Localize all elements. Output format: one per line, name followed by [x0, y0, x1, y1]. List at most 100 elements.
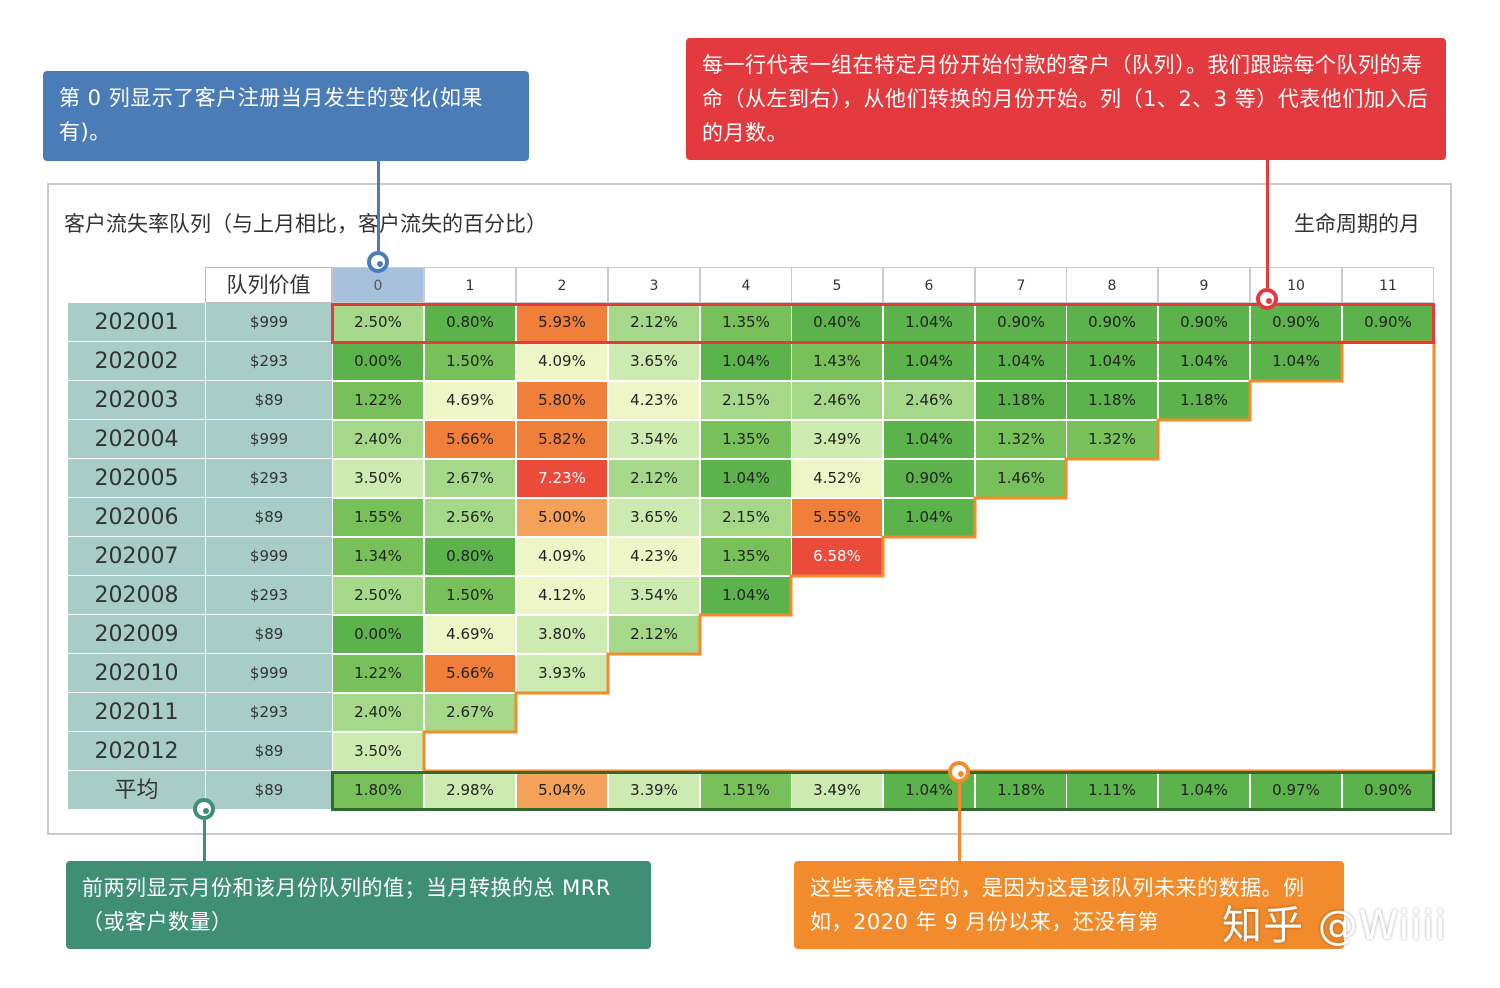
row-month-label: 202002	[68, 342, 205, 381]
heatmap-cell: 3.49%	[791, 420, 883, 459]
heatmap-cell: 0.90%	[975, 303, 1067, 342]
row-cohort-value: $89	[205, 498, 332, 537]
heatmap-cell: 4.52%	[791, 459, 883, 498]
row-cohort-value: $293	[205, 342, 332, 381]
heatmap-cell: 1.35%	[700, 420, 792, 459]
heatmap-cell: 5.00%	[516, 498, 608, 537]
heatmap-cell: 1.22%	[332, 381, 424, 420]
red-marker-icon	[1256, 288, 1278, 310]
heatmap-cell: 2.40%	[332, 693, 424, 732]
heatmap-cell: 2.67%	[424, 693, 516, 732]
column-header-3: 3	[608, 267, 700, 303]
heatmap-cell: 3.39%	[608, 771, 700, 810]
heatmap-cell: 1.80%	[332, 771, 424, 810]
heatmap-cell: 2.50%	[332, 576, 424, 615]
heatmap-cell: 3.65%	[608, 498, 700, 537]
row-month-label: 202003	[68, 381, 205, 420]
row-cohort-value: $293	[205, 693, 332, 732]
heatmap-cell: 2.46%	[791, 381, 883, 420]
heatmap-cell: 1.43%	[791, 342, 883, 381]
heatmap-cell: 1.04%	[1250, 342, 1342, 381]
heatmap-cell: 0.90%	[1066, 303, 1158, 342]
heatmap-cell: 1.18%	[975, 771, 1067, 810]
row-month-label: 202001	[68, 303, 205, 342]
heatmap-cell: 1.04%	[975, 342, 1067, 381]
watermark: 知乎 @Wiiii	[1222, 903, 1447, 949]
heatmap-cell: 5.80%	[516, 381, 608, 420]
blue-connector	[377, 161, 380, 251]
heatmap-cell: 1.32%	[1066, 420, 1158, 459]
x-axis-label: 生命周期的月	[1294, 212, 1420, 236]
callout-row-meaning: 每一行代表一组在特定月份开始付款的客户（队列）。我们跟踪每个队列的寿命（从左到右…	[686, 38, 1446, 160]
heatmap-cell: 1.46%	[975, 459, 1067, 498]
callout-column-zero: 第 0 列显示了客户注册当月发生的变化(如果有)。	[43, 71, 529, 161]
heatmap-cell: 3.54%	[608, 576, 700, 615]
row-cohort-value: $999	[205, 303, 332, 342]
heatmap-cell: 1.35%	[700, 537, 792, 576]
heatmap-cell: 1.55%	[332, 498, 424, 537]
row-month-label: 202010	[68, 654, 205, 693]
heatmap-cell: 1.04%	[883, 420, 975, 459]
heatmap-cell: 1.11%	[1066, 771, 1158, 810]
heatmap-cell: 0.80%	[424, 537, 516, 576]
column-header-4: 4	[700, 267, 792, 303]
column-header-2: 2	[516, 267, 608, 303]
heatmap-cell: 5.93%	[516, 303, 608, 342]
heatmap-cell: 1.51%	[700, 771, 792, 810]
heatmap-cell: 1.50%	[424, 576, 516, 615]
heatmap-cell: 2.15%	[700, 498, 792, 537]
heatmap-cell: 2.56%	[424, 498, 516, 537]
heatmap-cell: 4.09%	[516, 342, 608, 381]
heatmap-cell: 3.80%	[516, 615, 608, 654]
heatmap-cell: 4.12%	[516, 576, 608, 615]
heatmap-cell: 1.04%	[1158, 771, 1250, 810]
row-cohort-value: $293	[205, 459, 332, 498]
heatmap-cell: 2.98%	[424, 771, 516, 810]
heatmap-cell: 0.80%	[424, 303, 516, 342]
heatmap-cell: 3.50%	[332, 732, 424, 771]
heatmap-cell: 0.90%	[1342, 303, 1434, 342]
heatmap-cell: 0.97%	[1250, 771, 1342, 810]
heatmap-cell: 0.90%	[1158, 303, 1250, 342]
heatmap-cell: 0.90%	[1342, 771, 1434, 810]
heatmap-cell: 0.90%	[883, 459, 975, 498]
heatmap-cell: 1.50%	[424, 342, 516, 381]
heatmap-cell: 2.40%	[332, 420, 424, 459]
heatmap-cell: 3.49%	[791, 771, 883, 810]
heatmap-cell: 1.04%	[700, 342, 792, 381]
callout-first-two-columns: 前两列显示月份和该月份队列的值；当月转换的总 MRR（或客户数量）	[66, 861, 651, 949]
column-header-6: 6	[883, 267, 975, 303]
heatmap-cell: 1.18%	[1066, 381, 1158, 420]
row-cohort-value: $89	[205, 615, 332, 654]
heatmap-cell: 2.50%	[332, 303, 424, 342]
heatmap-cell: 1.34%	[332, 537, 424, 576]
heatmap-cell: 4.23%	[608, 537, 700, 576]
heatmap-cell: 5.66%	[424, 654, 516, 693]
heatmap-cell: 5.04%	[516, 771, 608, 810]
row-month-label: 202008	[68, 576, 205, 615]
column-header-9: 9	[1158, 267, 1250, 303]
heatmap-cell: 5.55%	[791, 498, 883, 537]
row-cohort-value: $293	[205, 576, 332, 615]
heatmap-cell: 4.69%	[424, 381, 516, 420]
column-header-8: 8	[1066, 267, 1158, 303]
heatmap-cell: 1.04%	[883, 498, 975, 537]
row-cohort-value: $999	[205, 537, 332, 576]
heatmap-cell: 1.22%	[332, 654, 424, 693]
heatmap-cell: 1.04%	[1158, 342, 1250, 381]
heatmap-cell: 3.50%	[332, 459, 424, 498]
heatmap-cell: 3.93%	[516, 654, 608, 693]
heatmap-cell: 2.12%	[608, 615, 700, 654]
row-month-label: 平均	[68, 771, 205, 810]
green-marker-icon	[193, 798, 215, 820]
heatmap-cell: 2.12%	[608, 459, 700, 498]
green-connector	[203, 820, 206, 862]
column-header-11: 11	[1342, 267, 1434, 303]
blue-marker-icon	[367, 251, 389, 273]
heatmap-cell: 4.09%	[516, 537, 608, 576]
row-month-label: 202006	[68, 498, 205, 537]
heatmap-cell: 1.18%	[1158, 381, 1250, 420]
heatmap-cell: 1.18%	[975, 381, 1067, 420]
heatmap-cell: 4.23%	[608, 381, 700, 420]
cohort-value-header: 队列价值	[205, 267, 332, 303]
